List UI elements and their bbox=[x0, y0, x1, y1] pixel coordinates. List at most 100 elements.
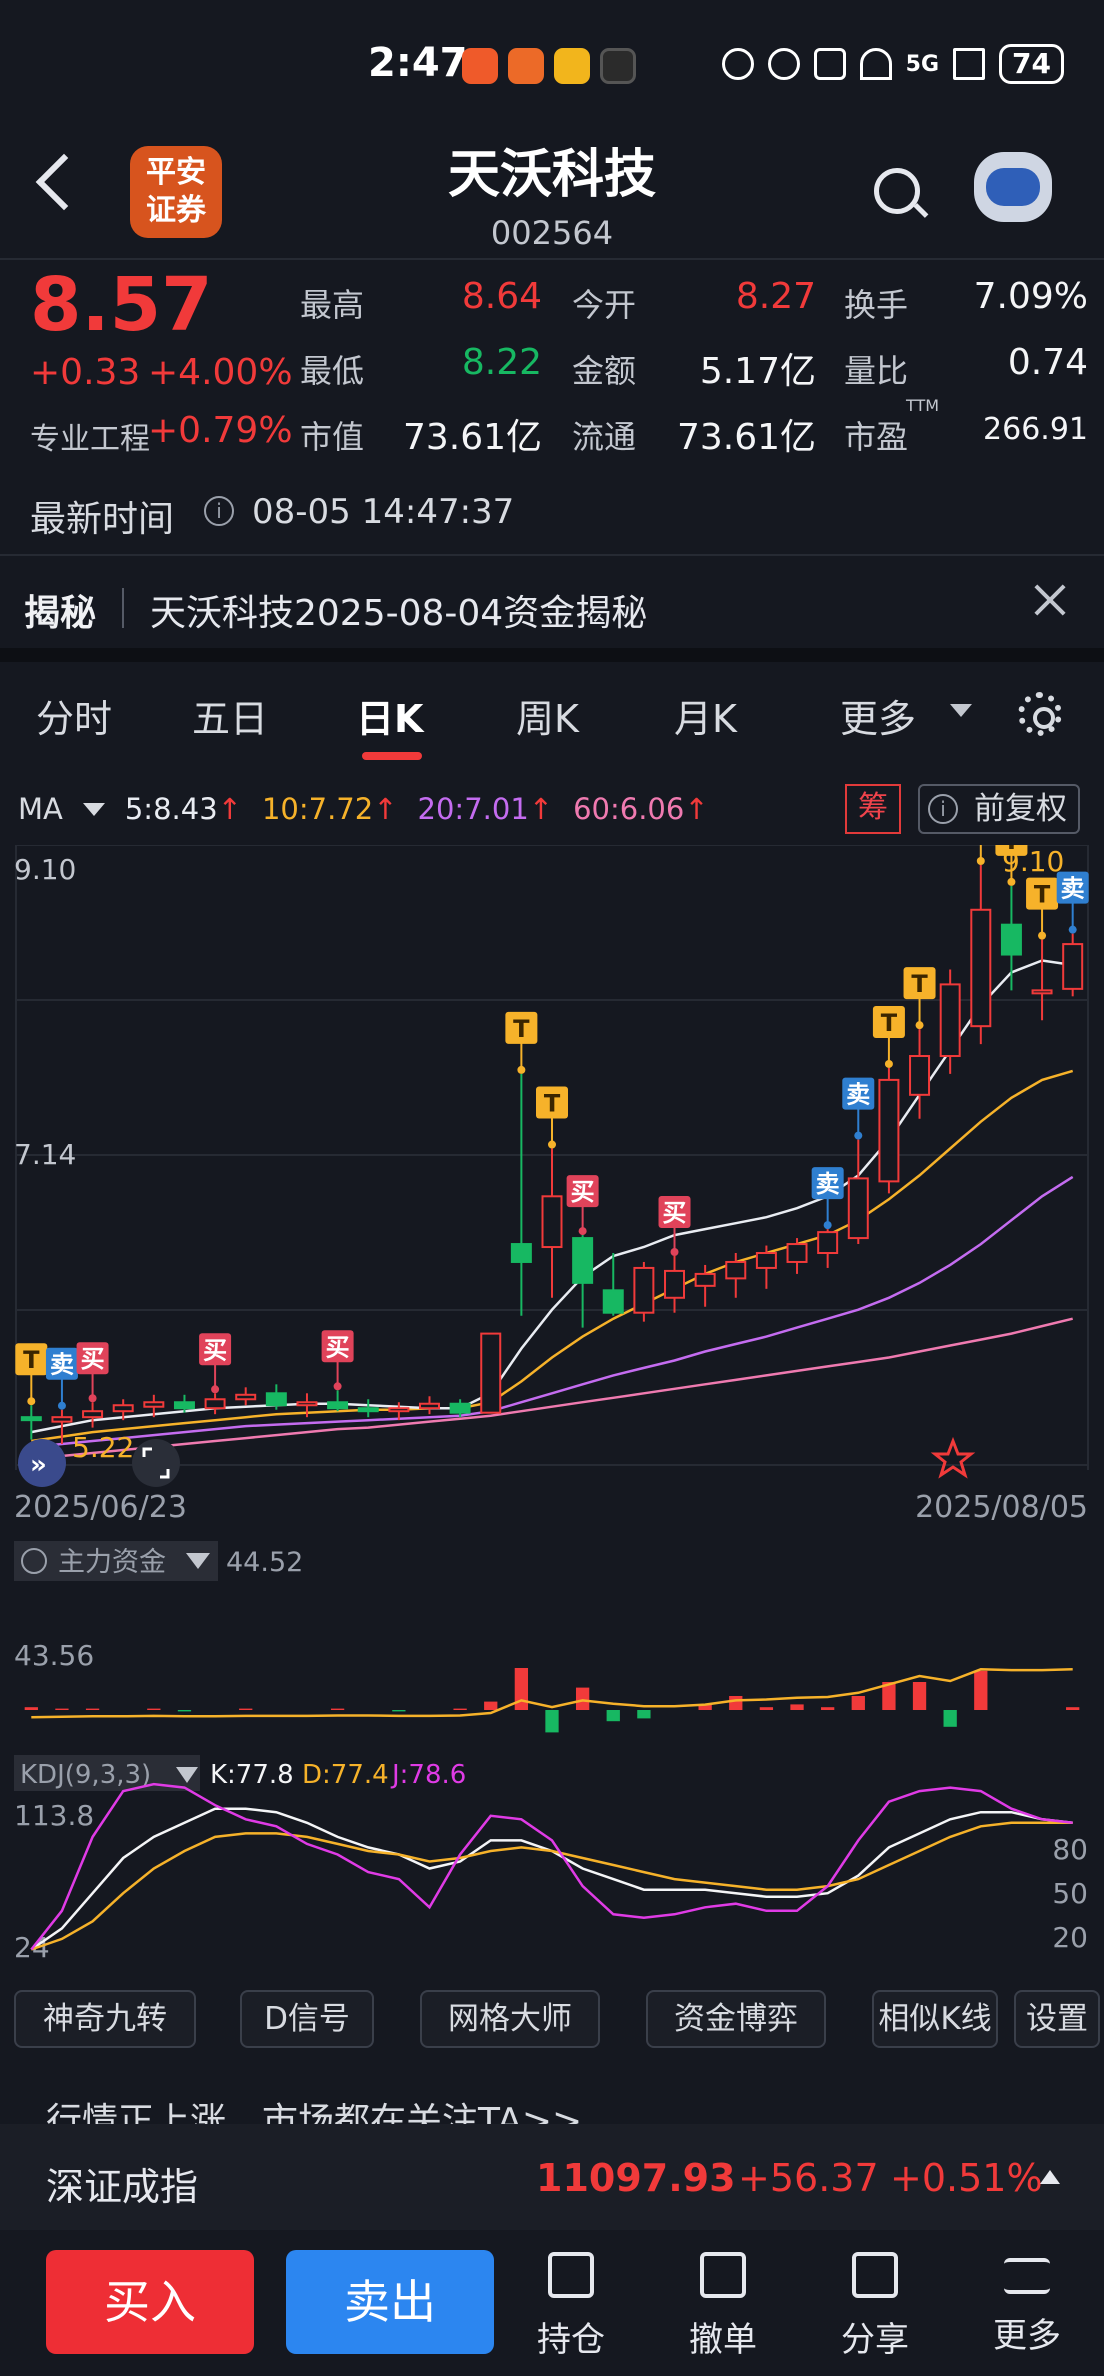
indicator-settings-button[interactable]: 设置 bbox=[1014, 1990, 1100, 2048]
cancel-order-button[interactable]: 撤单 bbox=[668, 2252, 778, 2361]
reveal-link[interactable]: 天沃科技2025-08-04资金揭秘 bbox=[150, 593, 648, 634]
signal-label: T bbox=[544, 1090, 561, 1118]
candle-body bbox=[633, 1266, 655, 1314]
signal-dot bbox=[854, 1131, 863, 1140]
share-label: 分享 bbox=[841, 2320, 909, 2360]
signal-label: T bbox=[881, 1009, 898, 1037]
fund-flow-bar bbox=[790, 1704, 804, 1710]
kdj-lines bbox=[30, 1782, 1073, 1951]
signal-label: 卖 bbox=[816, 1170, 840, 1198]
price-change: +0.33 bbox=[30, 352, 141, 393]
candle-body bbox=[235, 1393, 257, 1401]
search-icon[interactable] bbox=[874, 168, 920, 214]
buy-button[interactable]: 买入 bbox=[46, 2250, 254, 2354]
quote-label-amount: 金额 bbox=[572, 352, 637, 390]
tab-daily-k[interactable]: 日K bbox=[356, 697, 424, 741]
signal-dot bbox=[333, 1382, 342, 1391]
candle-body bbox=[112, 1404, 134, 1413]
candle-body bbox=[725, 1260, 747, 1280]
indicator-similar-k-button[interactable]: 相似K线 bbox=[872, 1990, 998, 2048]
tab-weekly-k[interactable]: 周K bbox=[516, 697, 579, 741]
fund-flow-bar bbox=[851, 1696, 865, 1710]
tab-monthly-k[interactable]: 月K bbox=[674, 697, 737, 741]
tab-more[interactable]: 更多 bbox=[840, 697, 917, 741]
updated-time-label: 最新时间 bbox=[30, 499, 175, 540]
fund-flow-title[interactable]: 主力资金 bbox=[58, 1547, 166, 1578]
info-icon: i bbox=[928, 794, 958, 824]
signal-label: 买 bbox=[571, 1178, 595, 1206]
candle-body bbox=[480, 1332, 502, 1414]
chip-distribution-button[interactable]: 筹 bbox=[845, 784, 901, 834]
fund-flow-bar bbox=[912, 1682, 927, 1710]
y-tick-mid: 7.14 bbox=[14, 1138, 76, 1171]
sell-button[interactable]: 卖出 bbox=[286, 2250, 494, 2354]
fund-flow-bar bbox=[85, 1708, 100, 1710]
index-bar[interactable] bbox=[0, 2124, 1104, 2230]
info-icon[interactable]: i bbox=[204, 496, 234, 526]
chevron-down-icon[interactable] bbox=[176, 1767, 198, 1783]
chevron-up-icon[interactable] bbox=[1040, 2170, 1060, 2184]
share-icon bbox=[852, 2252, 898, 2298]
adjustment-button[interactable]: 前复权 bbox=[918, 784, 1080, 834]
signal-dot bbox=[88, 1394, 97, 1403]
positions-icon bbox=[548, 2252, 594, 2298]
candle-body bbox=[755, 1252, 777, 1269]
signal-label: 买 bbox=[326, 1333, 350, 1361]
indicator-d-signal-button[interactable]: D信号 bbox=[240, 1990, 374, 2048]
kline-chart-area[interactable]: T卖买买买TT买买卖卖TTTTT卖 9.10 7.14 9.10 5.22 » … bbox=[0, 845, 1104, 1975]
signal-dot bbox=[1068, 925, 1077, 934]
fund-flow-bar bbox=[55, 1708, 69, 1710]
nfc-icon bbox=[721, 48, 754, 80]
candle-body bbox=[204, 1398, 226, 1410]
menu-icon bbox=[1004, 2258, 1050, 2294]
signal-badge bbox=[505, 1011, 538, 1044]
assistant-robot-icon[interactable] bbox=[974, 152, 1052, 222]
kdj-j-line bbox=[30, 1782, 1073, 1951]
star-marker-icon[interactable] bbox=[930, 1436, 976, 1479]
logo-text-bottom: 证券 bbox=[146, 193, 206, 228]
ma-dropdown-icon[interactable] bbox=[82, 802, 105, 816]
gear-icon[interactable] bbox=[1018, 692, 1062, 736]
chevron-down-icon[interactable] bbox=[186, 1553, 210, 1569]
fullscreen-icon[interactable] bbox=[132, 1439, 180, 1487]
stock-code: 002564 bbox=[490, 214, 614, 252]
sector-label[interactable]: 专业工程 bbox=[30, 422, 150, 457]
low-marker-label: 5.22 bbox=[72, 1431, 134, 1464]
ma20-line bbox=[31, 1175, 1074, 1449]
sector-change-pct[interactable]: +0.79% bbox=[148, 410, 293, 451]
more-label: 更多 bbox=[993, 2316, 1061, 2356]
positions-button[interactable]: 持仓 bbox=[516, 2252, 626, 2361]
indicator-nine-turns-button[interactable]: 神奇九转 bbox=[14, 1990, 196, 2048]
expand-left-icon[interactable]: » bbox=[18, 1439, 66, 1487]
fund-flow-bar bbox=[637, 1710, 651, 1719]
close-icon[interactable] bbox=[1032, 580, 1068, 616]
signal-badge bbox=[76, 1342, 109, 1375]
tab-intraday[interactable]: 分时 bbox=[36, 697, 113, 741]
fund-flow-selector[interactable] bbox=[14, 1541, 218, 1581]
candle-body bbox=[143, 1401, 165, 1408]
fund-flow-bar bbox=[514, 1668, 529, 1710]
signal-label: 买 bbox=[81, 1345, 105, 1373]
signal-badge bbox=[995, 845, 1028, 856]
cancel-order-icon bbox=[700, 2252, 746, 2298]
share-button[interactable]: 分享 bbox=[820, 2252, 930, 2361]
signal-label: 买 bbox=[663, 1199, 687, 1227]
chevron-down-icon[interactable] bbox=[950, 704, 972, 717]
quote-label-high: 最高 bbox=[300, 286, 365, 324]
indicator-grid-master-button[interactable]: 网格大师 bbox=[420, 1990, 600, 2048]
quote-value-market-cap: 73.61亿 bbox=[402, 417, 542, 458]
quote-label-market-cap: 市值 bbox=[300, 418, 365, 456]
fund-flow-bars bbox=[24, 1668, 1080, 1733]
fund-flow-bar bbox=[147, 1708, 161, 1710]
tab-five-day[interactable]: 五日 bbox=[192, 697, 269, 741]
more-button[interactable]: 更多 bbox=[972, 2252, 1082, 2357]
kdj-title[interactable]: KDJ(9,3,3) bbox=[20, 1760, 151, 1790]
ma5-text: 5:8.43 bbox=[124, 792, 218, 826]
pe-ttm-suffix: TTM bbox=[906, 396, 940, 415]
signal-badge bbox=[45, 1347, 78, 1380]
candle-body bbox=[939, 983, 961, 1058]
indicator-fund-game-button[interactable]: 资金博弈 bbox=[646, 1990, 826, 2048]
signal-label: 买 bbox=[203, 1336, 227, 1364]
status-time: 2:47 bbox=[368, 40, 468, 86]
ma-selector-label[interactable]: MA bbox=[18, 792, 63, 826]
